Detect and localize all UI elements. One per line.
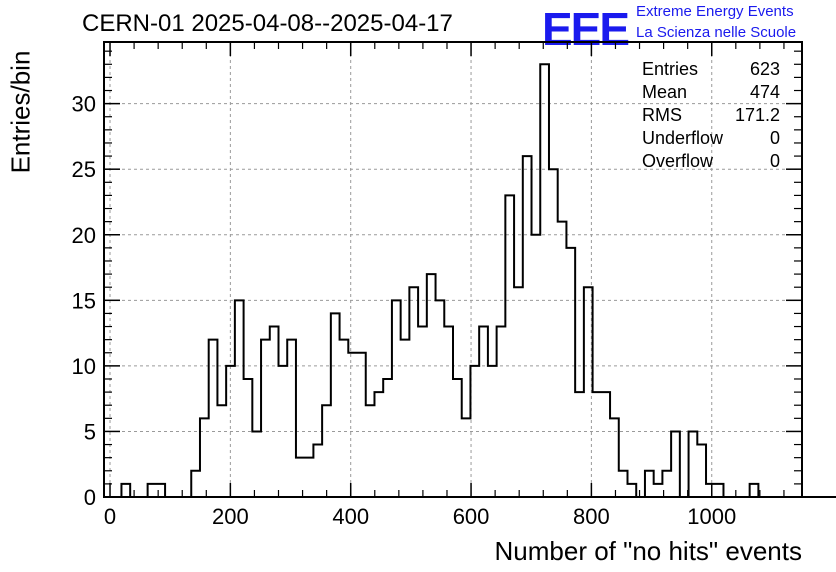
y-axis-label: Entries/bin — [5, 50, 36, 174]
stats-value: 474 — [749, 82, 780, 102]
stats-value: 0 — [769, 128, 780, 148]
x-tick-label: 400 — [332, 504, 369, 529]
stats-row-underflow: Underflow 0 — [642, 127, 780, 150]
y-tick-label: 10 — [72, 354, 96, 379]
logo-line-1: Extreme Energy Events — [636, 3, 794, 20]
stats-label: Mean — [642, 82, 688, 102]
stats-row-mean: Mean 474 — [642, 81, 780, 104]
x-tick-label: 800 — [573, 504, 610, 529]
y-tick-label: 20 — [72, 223, 96, 248]
x-tick-label: 600 — [453, 504, 490, 529]
x-axis-label: Number of "no hits" events — [494, 536, 803, 566]
stats-value: 171.2 — [734, 105, 780, 125]
stats-row-overflow: Overflow 0 — [642, 150, 780, 173]
x-tick-label: 0 — [104, 504, 116, 529]
x-tick-label: 200 — [212, 504, 249, 529]
stats-value: 0 — [769, 151, 780, 171]
stats-box: Entries 623 Mean 474 RMS 171.2 Underflow… — [642, 58, 780, 173]
histogram-outline — [104, 63, 836, 498]
stats-value: 623 — [749, 59, 780, 79]
y-tick-label: 25 — [72, 157, 96, 182]
x-tick-label: 1000 — [687, 504, 736, 529]
y-tick-label: 5 — [84, 419, 96, 444]
axis-ticks — [104, 42, 802, 498]
chart-title: CERN-01 2025-04-08--2025-04-17 — [82, 10, 453, 37]
stats-label: Underflow — [642, 128, 724, 148]
plot-frame — [103, 41, 803, 498]
stats-label: Entries — [642, 59, 699, 79]
y-tick-label: 15 — [72, 288, 96, 313]
stats-label: Overflow — [642, 151, 714, 171]
logo-line-2: La Scienza nelle Scuole — [636, 24, 797, 41]
y-tick-label: 30 — [72, 92, 96, 117]
y-tick-label: 0 — [84, 485, 96, 510]
axis-tick-labels: 0 200 400 600 800 1000 0 5 10 15 20 25 30 — [72, 92, 737, 529]
stats-label: RMS — [642, 105, 682, 125]
stats-row-entries: Entries 623 — [642, 58, 780, 81]
stats-row-rms: RMS 171.2 — [642, 104, 780, 127]
